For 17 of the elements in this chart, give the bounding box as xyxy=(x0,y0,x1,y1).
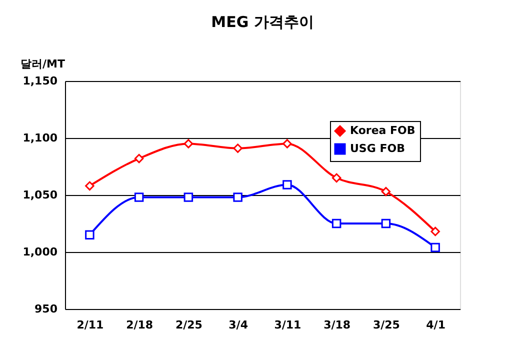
x-tick-label: 3/18 xyxy=(324,318,351,332)
y-tick-label: 1,100 xyxy=(22,132,58,144)
x-tick-label: 3/4 xyxy=(228,318,248,332)
y-tick-label: 1,050 xyxy=(22,188,58,202)
y-tick-label: 950 xyxy=(34,302,58,316)
x-tick-label: 4/1 xyxy=(426,318,446,332)
x-tick-label: 2/18 xyxy=(126,318,154,332)
chart-title: MEG 가격추이 xyxy=(211,13,314,31)
x-tick-label: 2/25 xyxy=(175,318,202,332)
x-tick-label: 3/25 xyxy=(372,318,400,332)
x-tick-label: 3/11 xyxy=(274,318,302,332)
y-tick-label: 1,000 xyxy=(22,246,58,258)
y-axis-title: 달러/MT xyxy=(20,58,66,70)
x-tick-label: 2/11 xyxy=(76,318,104,332)
y-tick-label: 1,150 xyxy=(22,74,58,88)
legend-label: USG FOB xyxy=(350,142,405,155)
legend-label: Korea FOB xyxy=(350,124,416,137)
